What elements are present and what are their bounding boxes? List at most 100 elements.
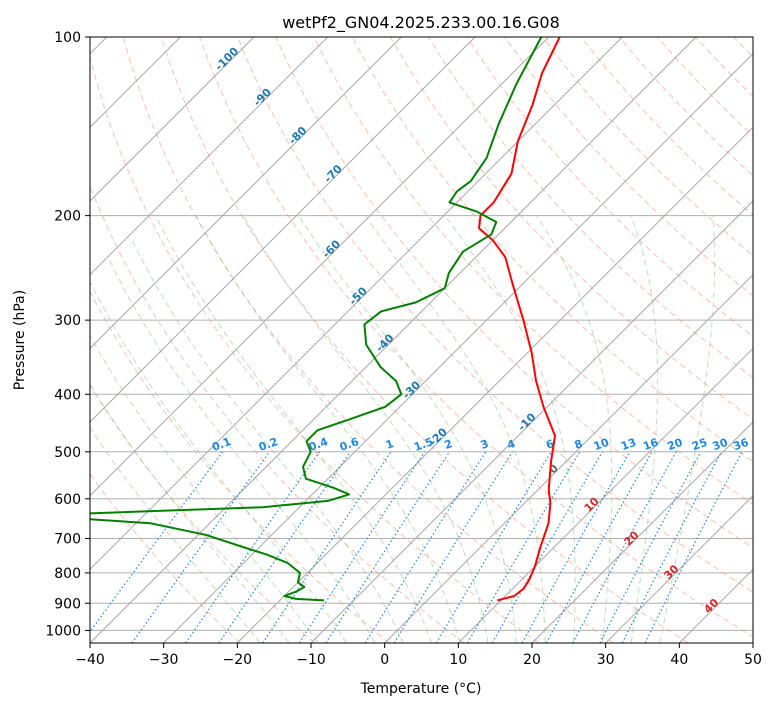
isotherm-label: -10 <box>515 410 538 433</box>
isotherm <box>90 37 550 497</box>
mixing-ratio-label: 16 <box>641 436 660 454</box>
x-tick-label: 40 <box>670 652 688 668</box>
mixing-ratio-label: 0.6 <box>338 435 361 454</box>
isotherm-label: -50 <box>347 284 370 307</box>
isotherm-label: 40 <box>701 596 721 616</box>
isotherm <box>90 37 623 571</box>
mixing-ratio-line <box>218 451 351 643</box>
dry-adiabat <box>237 37 753 593</box>
moist-adiabat <box>536 215 613 643</box>
mixing-ratio-line <box>435 451 552 643</box>
dry-adiabat <box>90 185 465 643</box>
isotherm-label: -30 <box>400 378 423 401</box>
dry-adiabat <box>313 37 753 505</box>
x-tick-label: 50 <box>744 652 762 668</box>
isotherm <box>90 37 476 423</box>
moist-adiabat <box>90 427 261 643</box>
x-tick-label: −30 <box>149 652 179 668</box>
pressure-gridlines <box>90 37 753 631</box>
dry-adiabat <box>504 37 753 297</box>
plot-area: -100-90-80-70-60-50-40-30-20-10010203040… <box>90 37 753 643</box>
x-tick-label: 0 <box>380 652 389 668</box>
isotherm <box>678 568 753 643</box>
mixing-ratio-label: 0.2 <box>257 435 280 454</box>
mixing-ratio-label: 3 <box>479 437 491 452</box>
mixing-ratio-label: 25 <box>690 436 709 453</box>
x-tick-label: 20 <box>523 652 541 668</box>
isotherm <box>90 37 329 276</box>
mixing-ratio-line <box>298 451 426 643</box>
moist-adiabat <box>444 215 576 643</box>
moist-adiabat <box>155 215 432 643</box>
moist-adiabat <box>364 215 546 643</box>
moist-adiabat <box>90 383 290 643</box>
isotherm <box>90 37 697 643</box>
dewpoint-line <box>90 37 543 602</box>
isotherm-label: -100 <box>213 45 242 74</box>
dry-adiabat <box>90 473 241 643</box>
y-axis: 100 200 300 400 500 600 700 800 900 1000 <box>45 30 90 639</box>
isotherm <box>384 273 753 643</box>
mixing-ratio-line <box>325 451 451 643</box>
y-tick-label: 500 <box>54 445 81 461</box>
x-tick-label: −10 <box>296 652 326 668</box>
x-tick-label: 30 <box>597 652 615 668</box>
dry-adiabat <box>160 37 689 643</box>
isotherm-label: 30 <box>661 562 681 582</box>
mixing-ratio-label: 13 <box>619 436 638 453</box>
mixing-ratio-line <box>262 451 392 643</box>
y-tick-label: 400 <box>54 387 81 403</box>
y-tick-label: 800 <box>54 566 81 582</box>
y-tick-label: 300 <box>54 313 81 329</box>
isotherm <box>90 37 402 350</box>
mixing-ratio-line <box>599 451 702 643</box>
isotherm-label: 10 <box>582 494 602 514</box>
moist-adiabat <box>131 239 404 643</box>
isotherm <box>531 421 753 643</box>
y-tick-label: 1000 <box>45 623 81 639</box>
mixing-ratio-line <box>644 451 743 643</box>
temperature-line <box>478 37 561 602</box>
isotherm <box>163 52 753 643</box>
isotherm <box>605 494 753 643</box>
isotherm <box>310 200 753 643</box>
mixing-ratio-line <box>545 451 653 643</box>
mixing-ratio-label: 2 <box>443 437 455 452</box>
x-tick-label: −20 <box>223 652 253 668</box>
y-axis-label: Pressure (hPa) <box>12 290 28 390</box>
y-tick-label: 700 <box>54 532 81 548</box>
isotherm <box>236 126 753 643</box>
moist-adiabat <box>90 280 347 643</box>
mixing-ratio-label: 8 <box>573 437 585 452</box>
isotherm <box>90 37 255 202</box>
x-tick-label: 10 <box>449 652 467 668</box>
x-axis-label: Temperature (°C) <box>360 681 482 697</box>
dry-adiabat <box>275 37 753 549</box>
plot-frame <box>89 36 754 644</box>
mixing-ratio-label: 36 <box>731 436 750 454</box>
isotherm-label: -90 <box>251 86 274 109</box>
mixing-ratio-label: 0.1 <box>210 435 233 454</box>
mixing-ratio-label: 0.4 <box>307 435 330 454</box>
sounding-series <box>90 37 561 602</box>
isotherms <box>90 37 753 643</box>
mixing-ratio-label: 1.5 <box>412 435 435 454</box>
mixing-ratio-label: 1 <box>384 437 396 452</box>
isotherm-label: -70 <box>322 162 345 185</box>
mixing-ratio-line <box>90 451 224 633</box>
mixing-ratio-label: 6 <box>544 437 556 452</box>
dry-adiabat <box>427 37 753 379</box>
moist-adiabat <box>659 215 716 643</box>
mixing-ratio-label: 10 <box>592 436 611 454</box>
dry-adiabat <box>389 37 753 420</box>
isotherm-label: -60 <box>320 237 343 260</box>
mixing-ratio-lines <box>90 451 743 643</box>
mixing-ratio-line <box>131 451 271 643</box>
mixing-ratio-line <box>521 451 631 643</box>
y-tick-label: 200 <box>54 209 81 225</box>
mixing-ratio-label: 30 <box>711 436 730 454</box>
dry-adiabat <box>733 37 753 58</box>
moist-adiabat <box>107 256 376 643</box>
dry-adiabat <box>466 37 753 338</box>
